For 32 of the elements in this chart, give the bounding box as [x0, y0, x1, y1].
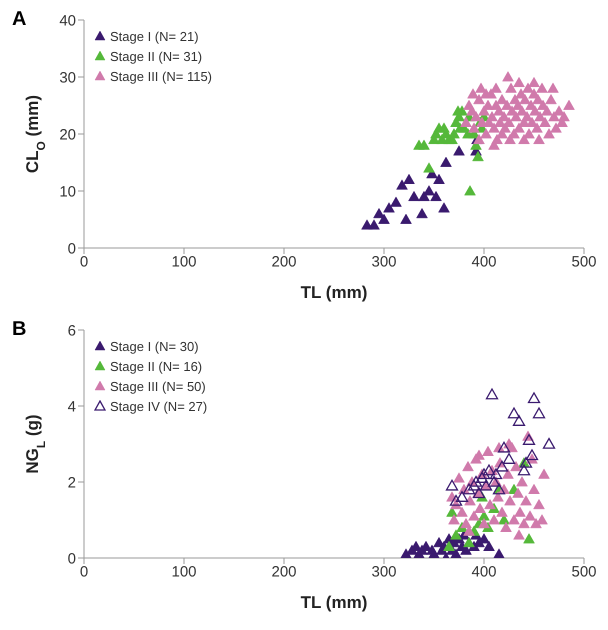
- x-tick-label: 0: [80, 254, 88, 271]
- y-tick-label: 6: [68, 322, 76, 340]
- y-tick-label: 0: [68, 550, 76, 568]
- legend-label: Stage III (N= 115): [110, 68, 212, 84]
- legend-label: Stage IV (N= 27): [110, 398, 208, 414]
- x-tick-label: 300: [371, 254, 397, 271]
- legend-label: Stage II (N= 16): [110, 358, 202, 374]
- text: A: [12, 8, 26, 31]
- x-tick-label: 500: [571, 254, 597, 271]
- x-tick-label: 400: [471, 254, 497, 271]
- x-tick-label: 100: [171, 254, 197, 271]
- y-tick-label: 30: [59, 69, 76, 86]
- legend-label: Stage I (N= 21): [110, 28, 199, 44]
- legend-label: Stage I (N= 30): [110, 338, 199, 354]
- y-tick-label: 2: [68, 474, 76, 492]
- legend-label: Stage II (N= 31): [110, 48, 202, 64]
- x-tick-label: 100: [171, 564, 197, 581]
- x-tick-label: 400: [471, 564, 497, 581]
- x-tick-label: 500: [571, 564, 597, 581]
- y-tick-label: 4: [68, 398, 76, 416]
- text: B: [12, 318, 26, 341]
- legend-label: Stage III (N= 50): [110, 378, 206, 394]
- y-tick-label: 10: [59, 183, 76, 200]
- x-tick-label: 300: [371, 564, 397, 581]
- y-tick-label: 20: [59, 126, 76, 144]
- x-tick-label: 0: [80, 564, 88, 581]
- x-tick-label: 200: [271, 254, 297, 271]
- x-axis-title: TL (mm): [300, 593, 368, 612]
- x-axis-title: TL (mm): [300, 283, 368, 302]
- y-tick-label: 40: [59, 12, 76, 30]
- x-tick-label: 200: [271, 564, 297, 581]
- y-tick-label: 0: [68, 240, 76, 258]
